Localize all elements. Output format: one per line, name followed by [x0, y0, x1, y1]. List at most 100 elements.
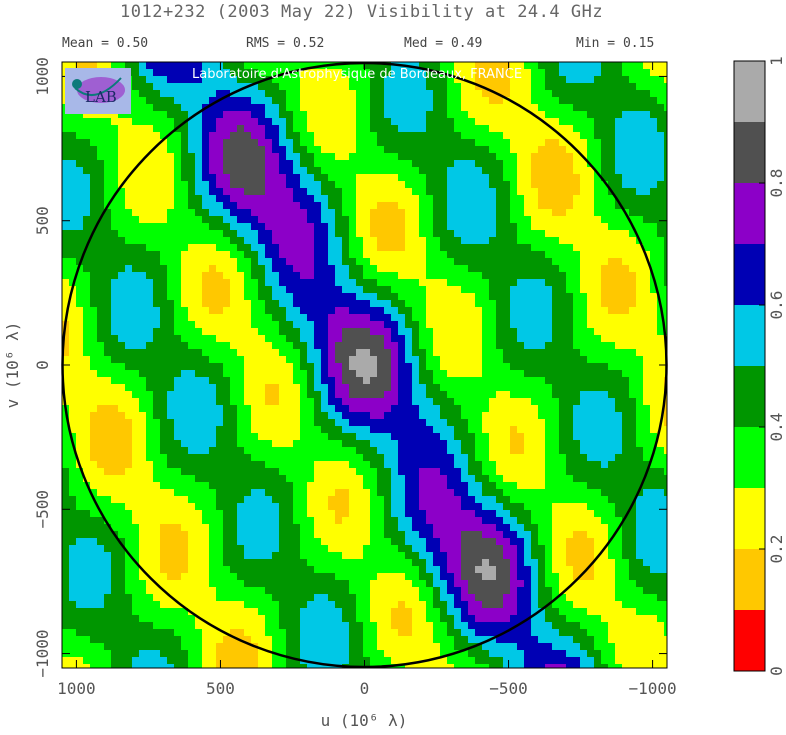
heatmap-cell: [160, 370, 168, 378]
heatmap-cell: [321, 398, 329, 406]
heatmap-cell: [517, 146, 525, 154]
heatmap-cell: [517, 111, 525, 119]
heatmap-cell: [573, 321, 581, 329]
heatmap-cell: [503, 328, 511, 336]
heatmap-cell: [251, 258, 259, 266]
heatmap-cell: [286, 216, 294, 224]
heatmap-cell: [139, 76, 147, 84]
heatmap-cell: [615, 335, 623, 343]
heatmap-cell: [636, 335, 644, 343]
heatmap-cell: [447, 398, 455, 406]
heatmap-cell: [398, 132, 406, 140]
heatmap-cell: [524, 244, 532, 252]
heatmap-cell: [412, 139, 420, 147]
heatmap-cell: [594, 293, 602, 301]
heatmap-cell: [279, 307, 287, 315]
heatmap-cell: [153, 356, 161, 364]
heatmap-cell: [293, 223, 301, 231]
heatmap-cell: [391, 244, 399, 252]
heatmap-cell: [349, 111, 357, 119]
heatmap-cell: [335, 356, 343, 364]
heatmap-cell: [643, 216, 651, 224]
heatmap-cell: [160, 69, 168, 77]
heatmap-cell: [335, 272, 343, 280]
heatmap-cell: [328, 300, 336, 308]
heatmap-cell: [475, 342, 483, 350]
heatmap-cell: [223, 216, 231, 224]
heatmap-cell: [587, 76, 595, 84]
heatmap-cell: [433, 237, 441, 245]
heatmap-cell: [286, 391, 294, 399]
heatmap-cell: [524, 419, 532, 427]
heatmap-cell: [111, 237, 119, 245]
heatmap-cell: [237, 440, 245, 448]
heatmap-cell: [160, 97, 168, 105]
heatmap-cell: [510, 195, 518, 203]
heatmap-cell: [125, 335, 133, 343]
heatmap-cell: [496, 62, 504, 70]
heatmap-cell: [447, 160, 455, 168]
heatmap-cell: [398, 209, 406, 217]
heatmap-cell: [664, 356, 667, 364]
heatmap-cell: [573, 363, 581, 371]
heatmap-cell: [524, 146, 532, 154]
heatmap-cell: [97, 230, 105, 238]
heatmap-cell: [230, 202, 238, 210]
heatmap-cell: [216, 405, 224, 413]
heatmap-cell: [237, 230, 245, 238]
heatmap-cell: [258, 321, 266, 329]
heatmap-cell: [104, 118, 112, 126]
heatmap-cell: [524, 384, 532, 392]
heatmap-cell: [468, 286, 476, 294]
heatmap-cell: [552, 314, 560, 322]
heatmap-cell: [132, 167, 140, 175]
heatmap-cell: [363, 279, 371, 287]
heatmap-cell: [615, 265, 623, 273]
heatmap-cell: [419, 258, 427, 266]
heatmap-cell: [139, 419, 147, 427]
heatmap-cell: [622, 216, 630, 224]
heatmap-cell: [608, 286, 616, 294]
heatmap-cell: [97, 363, 105, 371]
heatmap-cell: [279, 265, 287, 273]
heatmap-cell: [167, 223, 175, 231]
heatmap-cell: [419, 202, 427, 210]
heatmap-cell: [76, 342, 84, 350]
heatmap-cell: [552, 97, 560, 105]
heatmap-cell: [216, 314, 224, 322]
heatmap-cell: [349, 384, 357, 392]
heatmap-cell: [440, 167, 448, 175]
heatmap-cell: [573, 202, 581, 210]
heatmap-cell: [125, 391, 133, 399]
heatmap-cell: [321, 349, 329, 357]
heatmap-cell: [538, 97, 546, 105]
heatmap-cell: [111, 286, 119, 294]
heatmap-cell: [419, 300, 427, 308]
stat-mean-label: Mean =: [62, 36, 109, 51]
heatmap-cell: [433, 244, 441, 252]
heatmap-cell: [90, 286, 98, 294]
heatmap-cell: [272, 69, 280, 77]
heatmap-cell: [118, 391, 126, 399]
heatmap-cell: [510, 160, 518, 168]
heatmap-cell: [426, 62, 434, 70]
heatmap-cell: [433, 146, 441, 154]
heatmap-cell: [433, 363, 441, 371]
heatmap-cell: [146, 454, 154, 462]
heatmap-cell: [412, 167, 420, 175]
heatmap-cell: [328, 69, 336, 77]
heatmap-cell: [454, 153, 462, 161]
heatmap-cell: [608, 412, 616, 420]
heatmap-cell: [111, 174, 119, 182]
heatmap-cell: [300, 216, 308, 224]
heatmap-cell: [265, 363, 273, 371]
heatmap-cell: [629, 118, 637, 126]
heatmap-cell: [69, 118, 77, 126]
heatmap-cell: [531, 132, 539, 140]
heatmap-cell: [517, 412, 525, 420]
heatmap-cell: [244, 111, 252, 119]
heatmap-cell: [244, 328, 252, 336]
heatmap-cell: [405, 328, 413, 336]
heatmap-cell: [153, 167, 161, 175]
heatmap-cell: [650, 293, 658, 301]
